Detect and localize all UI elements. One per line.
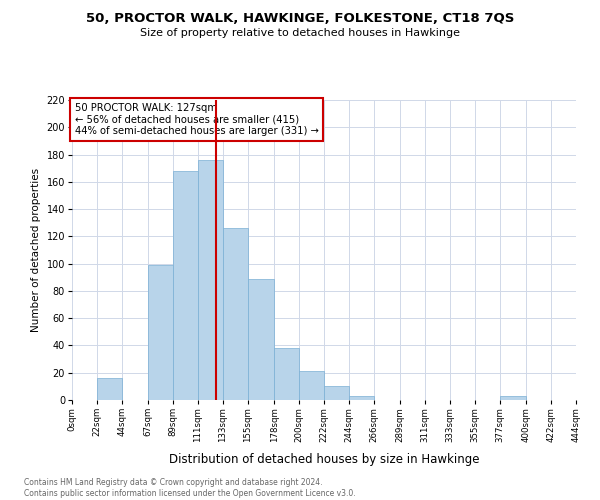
Bar xyxy=(173,171,198,400)
Bar xyxy=(248,278,274,400)
Text: Size of property relative to detached houses in Hawkinge: Size of property relative to detached ho… xyxy=(140,28,460,38)
X-axis label: Distribution of detached houses by size in Hawkinge: Distribution of detached houses by size … xyxy=(169,453,479,466)
Text: Contains HM Land Registry data © Crown copyright and database right 2024.
Contai: Contains HM Land Registry data © Crown c… xyxy=(24,478,356,498)
Bar xyxy=(97,378,122,400)
Bar xyxy=(198,160,223,400)
Bar xyxy=(349,396,374,400)
Bar xyxy=(274,348,299,400)
Bar xyxy=(299,372,324,400)
Bar xyxy=(148,265,173,400)
Text: 50, PROCTOR WALK, HAWKINGE, FOLKESTONE, CT18 7QS: 50, PROCTOR WALK, HAWKINGE, FOLKESTONE, … xyxy=(86,12,514,26)
Text: 50 PROCTOR WALK: 127sqm
← 56% of detached houses are smaller (415)
44% of semi-d: 50 PROCTOR WALK: 127sqm ← 56% of detache… xyxy=(74,103,319,136)
Bar xyxy=(324,386,349,400)
Bar xyxy=(500,396,526,400)
Y-axis label: Number of detached properties: Number of detached properties xyxy=(31,168,41,332)
Bar xyxy=(223,228,248,400)
